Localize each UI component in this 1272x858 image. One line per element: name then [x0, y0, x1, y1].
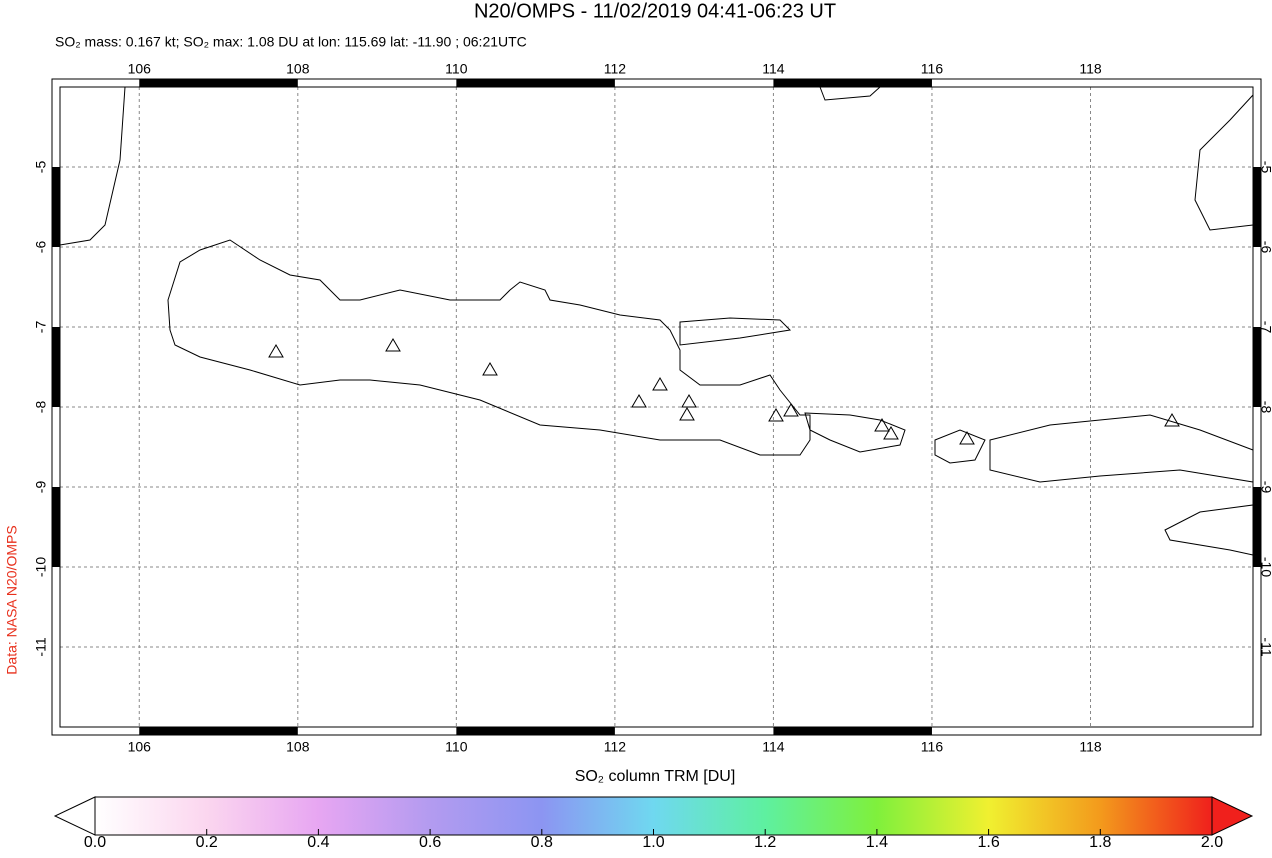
frame-bar — [456, 727, 615, 735]
coastline — [1194, 94, 1254, 231]
frame-bar — [773, 727, 932, 735]
grid — [60, 87, 1253, 727]
x-tick-label: 110 — [445, 61, 468, 77]
colorbar-label: SO₂ column TRM [DU] — [575, 768, 736, 785]
colorbar-under — [53, 796, 96, 836]
frame-bar — [456, 79, 615, 87]
x-tick-label: 110 — [445, 739, 468, 755]
coastline — [934, 429, 986, 464]
y-tick-label: -11 — [1258, 637, 1272, 656]
volcanoes — [268, 338, 1180, 445]
coastline — [59, 86, 126, 246]
coastline — [804, 412, 906, 453]
frame-bar — [773, 79, 932, 87]
credit: Data: NASA N20/OMPS — [4, 525, 20, 674]
y-tick-label: -11 — [33, 637, 49, 656]
colorbar-over — [1211, 796, 1254, 836]
colorbar-tick-label: 0.4 — [307, 834, 329, 851]
x-tick-label: 112 — [604, 739, 627, 755]
y-tick-label: -9 — [1258, 481, 1272, 494]
x-tick-label: 106 — [128, 739, 152, 755]
x-tick-label: 118 — [1079, 61, 1102, 77]
y-tick-label: -7 — [1258, 321, 1272, 334]
x-tick-label: 118 — [1079, 739, 1102, 755]
y-tick-label: -6 — [33, 241, 49, 254]
frame-bar — [52, 167, 60, 247]
chart-subtitle: SO₂ mass: 0.167 kt; SO₂ max: 1.08 DU at … — [55, 34, 527, 50]
y-tick-label: -5 — [33, 161, 49, 174]
frame-bar — [52, 327, 60, 407]
frame-bar — [139, 79, 298, 87]
frame — [51, 78, 1262, 736]
frame-bar — [139, 727, 298, 735]
x-tick-label: 116 — [921, 739, 944, 755]
colorbar-tick-label: 1.6 — [977, 834, 999, 851]
colorbar-tick-label: 0.0 — [84, 834, 106, 851]
y-tick-label: -7 — [33, 321, 49, 334]
x-tick-label: 114 — [762, 61, 785, 77]
x-tick-label: 106 — [128, 61, 152, 77]
chart-title: N20/OMPS - 11/02/2019 04:41-06:23 UT — [474, 0, 836, 22]
y-tick-label: -5 — [1258, 161, 1272, 174]
colorbar-tick-label: 1.8 — [1089, 834, 1111, 851]
x-tick-label: 116 — [921, 61, 944, 77]
y-tick-label: -6 — [1258, 241, 1272, 254]
colorbar: 0.0 0.2 0.4 0.6 0.8 1.0 1.2 1.4 1.6 1.8 2.0 — [53, 796, 1254, 851]
frame-bar — [1253, 167, 1261, 247]
coastline — [167, 239, 811, 456]
colorbar-tick-label: 1.2 — [754, 834, 776, 851]
colorbar-tick-label: 0.8 — [531, 834, 553, 851]
coastline — [819, 86, 881, 101]
frame-border — [51, 78, 1262, 736]
frame-bar — [1253, 327, 1261, 407]
colorbar-tick-label: 0.2 — [196, 834, 218, 851]
colorbar-tick-label: 1.0 — [642, 834, 664, 851]
y-tick-label: -8 — [1258, 401, 1272, 414]
x-tick-label: 114 — [762, 739, 785, 755]
y-tick-label: -10 — [33, 557, 49, 577]
frame-border — [59, 86, 1254, 728]
x-tick-label: 112 — [604, 61, 627, 77]
x-tick-label: 108 — [286, 739, 310, 755]
frame-bar — [52, 487, 60, 567]
volcano — [268, 338, 1180, 445]
coastlines — [59, 86, 1254, 556]
colorbar-bar — [94, 796, 1213, 836]
frame-bar — [1253, 487, 1261, 567]
colorbar-tick-label: 1.4 — [866, 834, 888, 851]
y-tick-label: -8 — [33, 401, 49, 414]
x-tick-label: 108 — [286, 61, 310, 77]
colorbar-tick-label: 2.0 — [1201, 834, 1223, 851]
map — [51, 78, 1262, 736]
coastline — [679, 317, 792, 346]
y-tick-label: -10 — [1258, 557, 1272, 577]
y-tick-label: -9 — [33, 481, 49, 494]
colorbar-tick-label: 0.6 — [419, 834, 441, 851]
